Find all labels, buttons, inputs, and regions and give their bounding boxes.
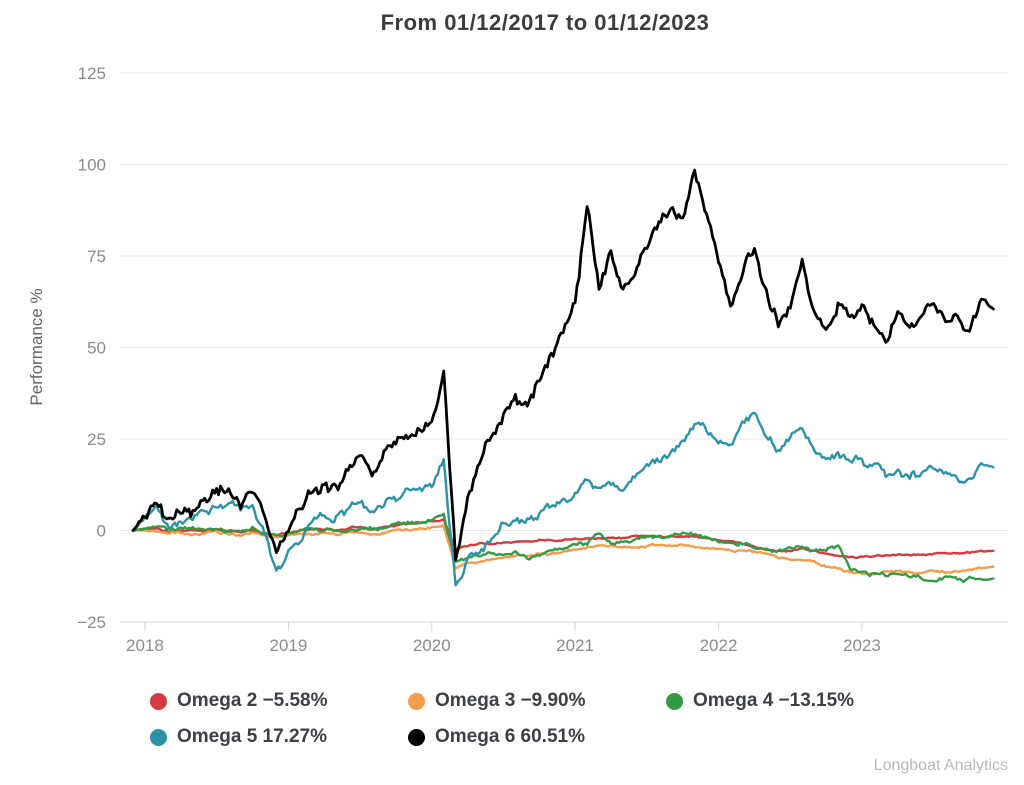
y-tick-label: 125 bbox=[78, 64, 106, 83]
omega-6-color-dot-icon bbox=[408, 728, 425, 746]
x-tick-label: 2019 bbox=[269, 636, 307, 655]
y-tick-label: 100 bbox=[78, 156, 106, 175]
x-tick-label: 2021 bbox=[556, 636, 594, 655]
x-tick-label: 2020 bbox=[413, 636, 451, 655]
series-line-omega-3 bbox=[131, 523, 995, 576]
legend-item-omega-2[interactable]: Omega 2 −5.58% bbox=[150, 687, 408, 715]
x-tick-label: 2022 bbox=[700, 636, 738, 655]
x-tick-label: 2023 bbox=[843, 636, 881, 655]
y-tick-label: −25 bbox=[77, 613, 106, 632]
legend-label-omega-5: Omega 5 17.27% bbox=[177, 726, 327, 747]
legend-item-omega-6[interactable]: Omega 6 60.51% bbox=[408, 723, 666, 751]
omega-5-color-dot-icon bbox=[150, 728, 167, 746]
y-tick-label: 0 bbox=[97, 522, 106, 541]
legend-item-omega-3[interactable]: Omega 3 −9.90% bbox=[408, 687, 666, 715]
legend-label-omega-6: Omega 6 60.51% bbox=[435, 726, 585, 747]
watermark: Longboat Analytics bbox=[873, 757, 1008, 774]
y-tick-label: 50 bbox=[87, 339, 106, 358]
chart-title: From 01/12/2017 to 01/12/2023 bbox=[380, 10, 710, 35]
omega-2-color-dot-icon bbox=[150, 692, 167, 710]
y-tick-label: 75 bbox=[87, 247, 106, 266]
series-line-omega-5 bbox=[131, 411, 995, 587]
legend-label-omega-2: Omega 2 −5.58% bbox=[177, 690, 328, 711]
series-line-omega-4 bbox=[131, 512, 995, 584]
legend-label-omega-4: Omega 4 −13.15% bbox=[693, 690, 855, 711]
series-line-omega-6 bbox=[131, 168, 995, 562]
chart-legend: Omega 2 −5.58% Omega 3 −9.90% Omega 4 −1… bbox=[150, 687, 854, 751]
y-tick-label: 25 bbox=[87, 430, 106, 449]
legend-item-omega-5[interactable]: Omega 5 17.27% bbox=[150, 723, 408, 751]
omega-4-color-dot-icon bbox=[666, 692, 683, 710]
x-tick-label: 2018 bbox=[126, 636, 164, 655]
omega-3-color-dot-icon bbox=[408, 692, 425, 710]
legend-label-omega-3: Omega 3 −9.90% bbox=[435, 690, 586, 711]
legend-item-omega-4[interactable]: Omega 4 −13.15% bbox=[666, 687, 854, 715]
